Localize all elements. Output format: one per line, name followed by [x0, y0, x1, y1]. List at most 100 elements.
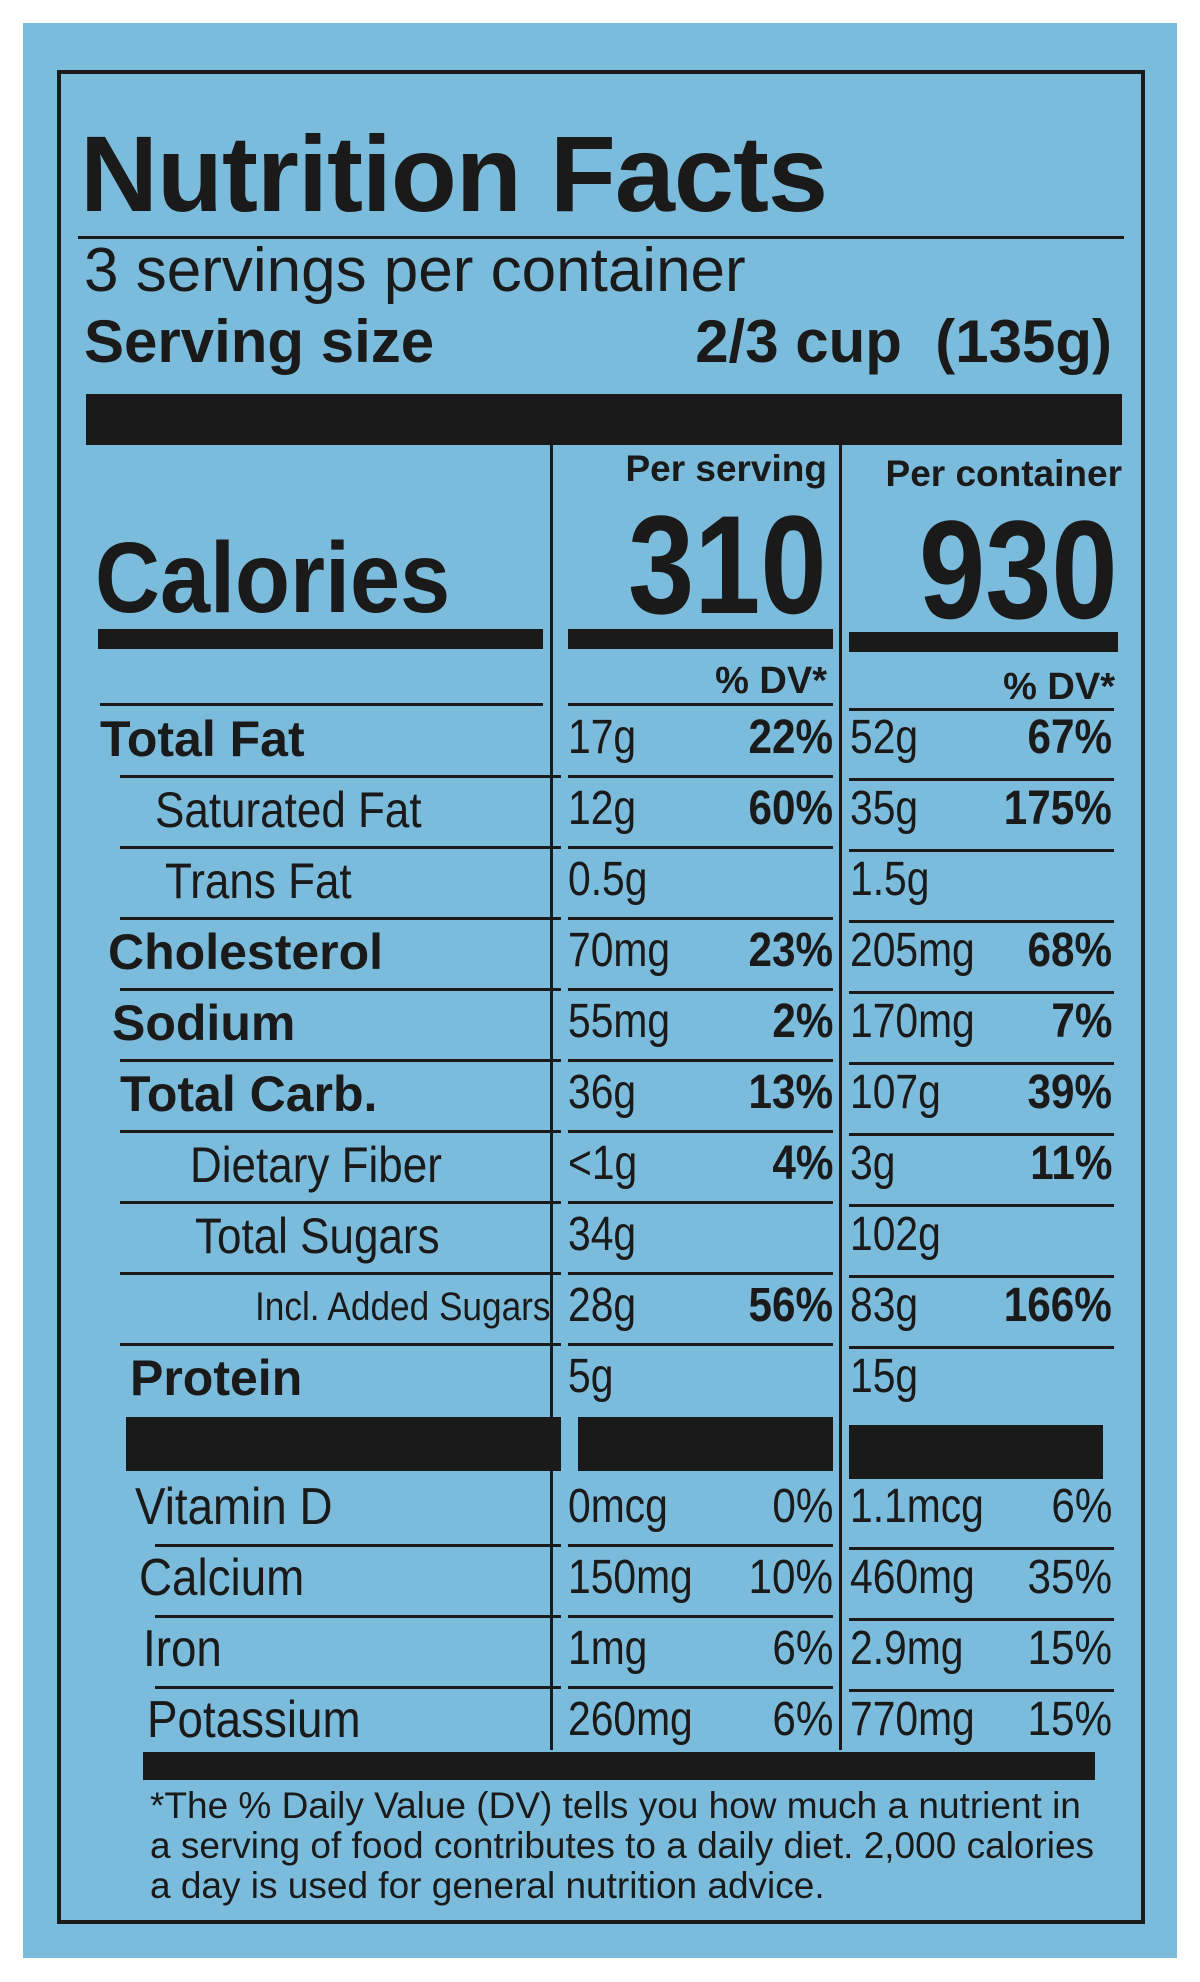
amount: 0.5g: [568, 853, 648, 906]
serving-size-value: 2/3 cup (135g): [695, 308, 1112, 375]
daily-value: 23%: [748, 924, 833, 977]
nutrient-name: Saturated Fat: [155, 781, 422, 838]
divider: [839, 445, 842, 1750]
row-rule: [568, 916, 833, 920]
row-rule: [849, 1688, 1114, 1692]
amount: 170mg: [850, 995, 975, 1048]
amount: 205mg: [850, 924, 975, 977]
row-rule: [568, 845, 833, 849]
row-rule: [155, 1685, 561, 1689]
row-rule: [849, 919, 1114, 923]
row-rule: [849, 848, 1114, 852]
row-rule: [120, 1271, 561, 1275]
row-rule: [849, 1132, 1114, 1136]
thick-bar: [126, 1417, 561, 1471]
daily-value: 60%: [748, 782, 833, 835]
row-rule: [849, 708, 1114, 711]
thick-bar: [98, 629, 543, 649]
daily-value: 13%: [748, 1066, 833, 1119]
nutrient-name: Total Sugars: [195, 1207, 440, 1264]
serving-size-label: Serving size: [84, 308, 435, 375]
row-rule: [849, 1617, 1114, 1621]
nutrient-name: Calcium: [139, 1549, 305, 1608]
daily-value: 10%: [748, 1551, 833, 1604]
row-rule: [849, 990, 1114, 994]
calories-container: 930: [919, 491, 1118, 648]
row-rule: [568, 987, 833, 991]
row-rule: [849, 777, 1114, 781]
amount: 28g: [568, 1279, 637, 1332]
nutrient-name: Iron: [143, 1620, 222, 1679]
thick-bar: [578, 1417, 833, 1471]
amount: 83g: [850, 1279, 919, 1332]
daily-value: 4%: [771, 1137, 833, 1190]
amount: 52g: [850, 711, 919, 764]
daily-value: 6%: [771, 1693, 833, 1746]
thick-bar: [849, 632, 1118, 652]
thick-bar: [568, 629, 833, 649]
col-head: Per container: [885, 453, 1122, 494]
row-rule: [568, 1200, 833, 1204]
row-rule: [568, 1614, 833, 1618]
daily-value: 39%: [1027, 1066, 1112, 1119]
col-head: Per serving: [625, 448, 827, 489]
nutrient-name: Incl. Added Sugars: [255, 1285, 551, 1329]
thick-bar: [849, 1425, 1103, 1479]
amount: 70mg: [568, 924, 671, 977]
nutrient-name: Potassium: [147, 1691, 361, 1750]
amount: 107g: [850, 1066, 941, 1119]
row-rule: [568, 1342, 833, 1346]
nutrient-name: Cholesterol: [108, 923, 384, 980]
row-rule: [849, 1274, 1114, 1278]
row-rule: [568, 1685, 833, 1689]
daily-value: 6%: [771, 1622, 833, 1675]
divider: [550, 445, 553, 1750]
amount: 1.5g: [850, 853, 930, 906]
nutrient-name: Total Carb.: [120, 1065, 378, 1122]
calories-label: Calories: [95, 522, 451, 634]
daily-value: 67%: [1027, 711, 1112, 764]
amount: 260mg: [568, 1693, 693, 1746]
row-rule: [849, 1203, 1114, 1207]
dv-heading: % DV*: [715, 660, 827, 702]
title: Nutrition Facts: [80, 113, 828, 234]
calories-serving: 310: [628, 486, 827, 643]
amount: 770mg: [850, 1693, 975, 1746]
daily-value: 6%: [1050, 1480, 1112, 1533]
nutrient-name: Vitamin D: [135, 1478, 333, 1537]
daily-value: 166%: [1003, 1279, 1112, 1332]
daily-value: 35%: [1027, 1551, 1112, 1604]
daily-value: 0%: [771, 1480, 833, 1533]
nutrient-name: Protein: [130, 1349, 303, 1406]
amount: <1g: [568, 1137, 638, 1190]
row-rule: [155, 1543, 561, 1547]
nutrient-name: Total Fat: [100, 710, 305, 767]
amount: 35g: [850, 782, 919, 835]
amount: 1.1mcg: [850, 1480, 984, 1533]
row-rule: [568, 703, 833, 706]
row-rule: [849, 1546, 1114, 1550]
row-rule: [568, 1271, 833, 1275]
daily-value: 7%: [1050, 995, 1112, 1048]
daily-value: 11%: [1029, 1137, 1112, 1190]
daily-value: 15%: [1027, 1622, 1112, 1675]
nutrient-name: Dietary Fiber: [190, 1136, 442, 1193]
row-rule: [120, 774, 561, 778]
row-rule: [120, 1058, 561, 1062]
row-rule: [100, 703, 543, 706]
amount: 460mg: [850, 1551, 975, 1604]
row-rule: [120, 916, 561, 920]
row-rule: [849, 1345, 1114, 1349]
rule: [78, 236, 1124, 239]
row-rule: [155, 1614, 561, 1618]
amount: 2.9mg: [850, 1622, 964, 1675]
footnote: *The % Daily Value (DV) tells you how mu…: [150, 1785, 1095, 1906]
amount: 15g: [850, 1350, 919, 1403]
daily-value: 22%: [748, 711, 833, 764]
daily-value: 2%: [771, 995, 833, 1048]
daily-value: 175%: [1003, 782, 1112, 835]
dv-heading: % DV*: [1003, 666, 1115, 708]
row-rule: [120, 1200, 561, 1204]
nutrient-name: Sodium: [112, 994, 296, 1051]
